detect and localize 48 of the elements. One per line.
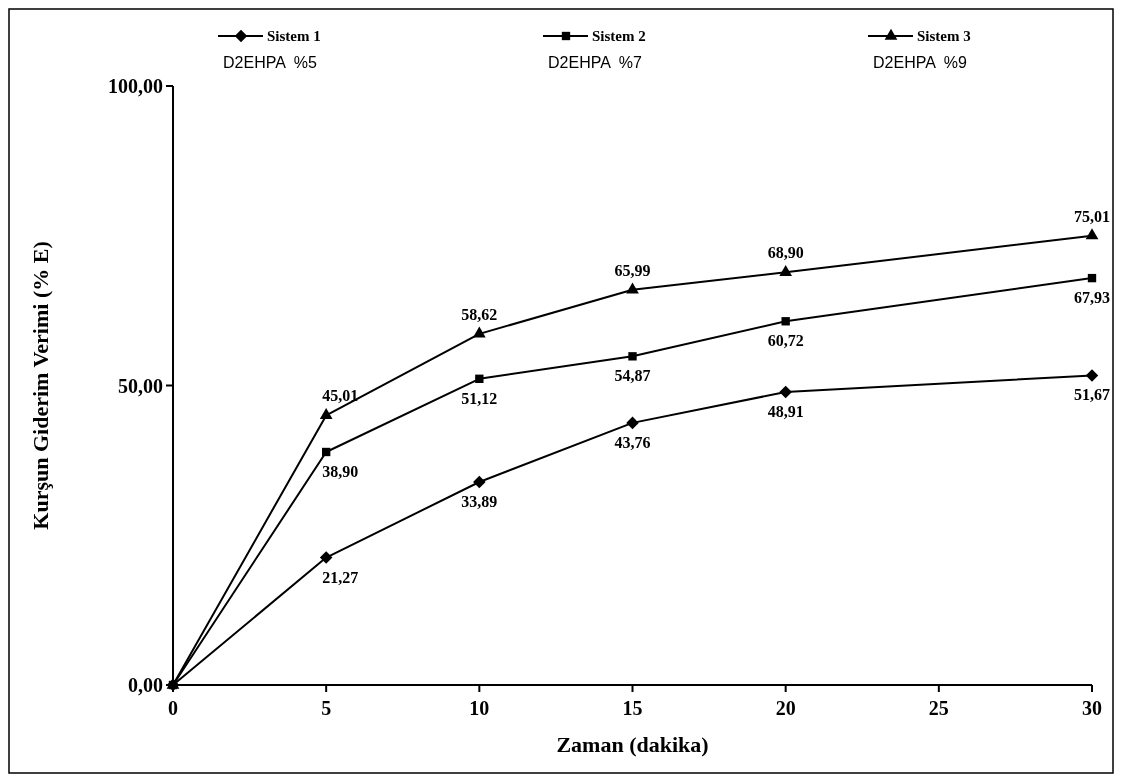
data-label: 51,67 bbox=[1074, 386, 1110, 404]
point bbox=[779, 385, 792, 399]
data-label: 45,01 bbox=[322, 387, 359, 405]
x-tick-label: 5 bbox=[321, 697, 332, 719]
text: D2EHPA %5 bbox=[223, 54, 318, 71]
point bbox=[1085, 228, 1099, 240]
point bbox=[475, 374, 484, 383]
y-tick-label: 100,00 bbox=[108, 75, 163, 97]
data-label: 65,99 bbox=[614, 261, 651, 279]
y-tick-label: 0,00 bbox=[128, 674, 163, 696]
text: D2EHPA %7 bbox=[548, 54, 643, 71]
y-tick-label: 50,00 bbox=[118, 374, 163, 397]
point bbox=[626, 282, 639, 294]
point bbox=[319, 408, 333, 420]
point bbox=[626, 416, 639, 430]
data-label: 58,62 bbox=[461, 305, 498, 323]
legend-label: Sistem 2 bbox=[592, 28, 646, 44]
data-label: 43,76 bbox=[614, 433, 651, 451]
point bbox=[1085, 369, 1099, 382]
point bbox=[1087, 273, 1097, 283]
x-tick-label: 25 bbox=[928, 697, 949, 719]
point bbox=[472, 326, 486, 338]
legend-label: Sistem 3 bbox=[917, 28, 971, 44]
x-axis-title: Zaman (dakika) bbox=[556, 732, 709, 757]
x-tick-label: 0 bbox=[168, 697, 178, 719]
data-label: 60,72 bbox=[767, 332, 804, 350]
x-tick-label: 30 bbox=[1082, 697, 1102, 719]
data-label: 75,01 bbox=[1074, 207, 1110, 225]
data-label: 68,90 bbox=[767, 244, 804, 262]
data-label: 21,27 bbox=[322, 568, 359, 586]
data-label: 67,93 bbox=[1074, 289, 1110, 307]
data-label: 54,87 bbox=[614, 367, 651, 385]
data-label: 51,12 bbox=[461, 389, 498, 407]
x-tick-label: 15 bbox=[622, 697, 643, 719]
text: D2EHPA %9 bbox=[873, 54, 968, 71]
data-label: 33,89 bbox=[461, 493, 498, 510]
x-tick-label: 10 bbox=[469, 697, 490, 719]
y-axis-title: Kurşun Giderim Verimi (% E) bbox=[28, 241, 53, 530]
data-label: 38,90 bbox=[322, 462, 359, 480]
point bbox=[321, 447, 331, 457]
point bbox=[473, 475, 486, 489]
point bbox=[319, 551, 333, 564]
point bbox=[628, 352, 637, 361]
legend-label: Sistem 1 bbox=[267, 28, 321, 44]
x-tick-label: 20 bbox=[775, 697, 796, 719]
point bbox=[779, 264, 793, 276]
point bbox=[781, 317, 790, 326]
data-label: 48,91 bbox=[767, 403, 804, 421]
